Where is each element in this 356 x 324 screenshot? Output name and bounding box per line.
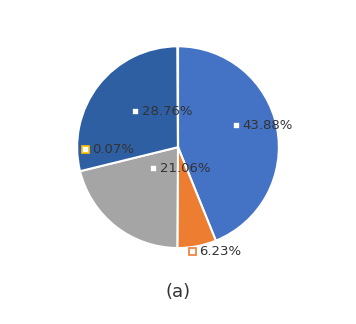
FancyBboxPatch shape [82, 146, 89, 153]
Wedge shape [177, 147, 216, 248]
FancyBboxPatch shape [150, 165, 157, 172]
Wedge shape [80, 147, 178, 248]
Text: (a): (a) [166, 283, 190, 301]
Text: 0.07%: 0.07% [92, 143, 134, 156]
FancyBboxPatch shape [132, 108, 139, 115]
Text: 28.76%: 28.76% [142, 105, 192, 118]
Wedge shape [77, 46, 178, 171]
Wedge shape [178, 46, 279, 241]
Text: 21.06%: 21.06% [159, 162, 210, 175]
Text: 6.23%: 6.23% [199, 245, 241, 258]
FancyBboxPatch shape [233, 122, 240, 129]
FancyBboxPatch shape [189, 248, 196, 255]
Text: 43.88%: 43.88% [242, 119, 293, 132]
